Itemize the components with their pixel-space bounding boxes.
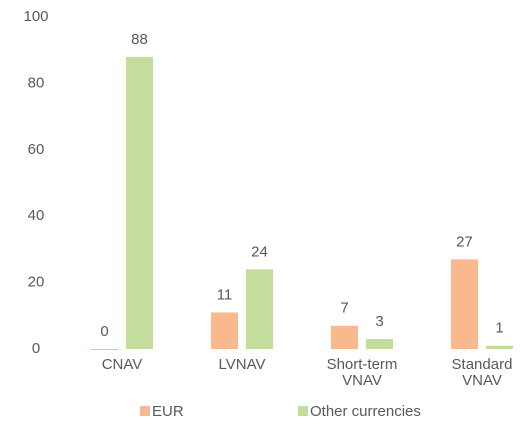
bar: [246, 269, 273, 349]
x-tick-label: LVNAV: [218, 356, 266, 373]
y-tick-label: 40: [28, 207, 45, 224]
y-tick-label: 0: [32, 340, 40, 357]
legend-swatch: [298, 406, 308, 416]
data-label: 3: [375, 313, 383, 330]
bar: [126, 56, 153, 350]
y-tick-label: 80: [28, 74, 45, 91]
data-label: 27: [456, 233, 473, 250]
bar: [331, 325, 358, 349]
data-label: 0: [100, 323, 108, 340]
bar: [91, 349, 118, 350]
y-tick-label: 60: [28, 141, 45, 158]
legend-label: EUR: [152, 403, 184, 420]
x-tick-label: Standard VNAV: [451, 356, 513, 389]
data-label: 1: [495, 320, 503, 337]
bar: [211, 312, 238, 349]
data-label: 88: [131, 31, 148, 48]
y-tick-label: 100: [23, 8, 48, 25]
y-tick-label: 20: [28, 274, 45, 291]
legend-swatch: [140, 406, 150, 416]
legend-label: Other currencies: [310, 403, 421, 420]
bar: [451, 259, 478, 349]
bar: [366, 339, 393, 349]
bar: [486, 345, 513, 349]
x-tick-label: Short-term VNAV: [326, 356, 398, 389]
data-label: 24: [251, 243, 268, 260]
x-tick-label: CNAV: [101, 356, 143, 373]
data-label: 11: [217, 286, 233, 303]
data-label: 7: [340, 300, 348, 317]
